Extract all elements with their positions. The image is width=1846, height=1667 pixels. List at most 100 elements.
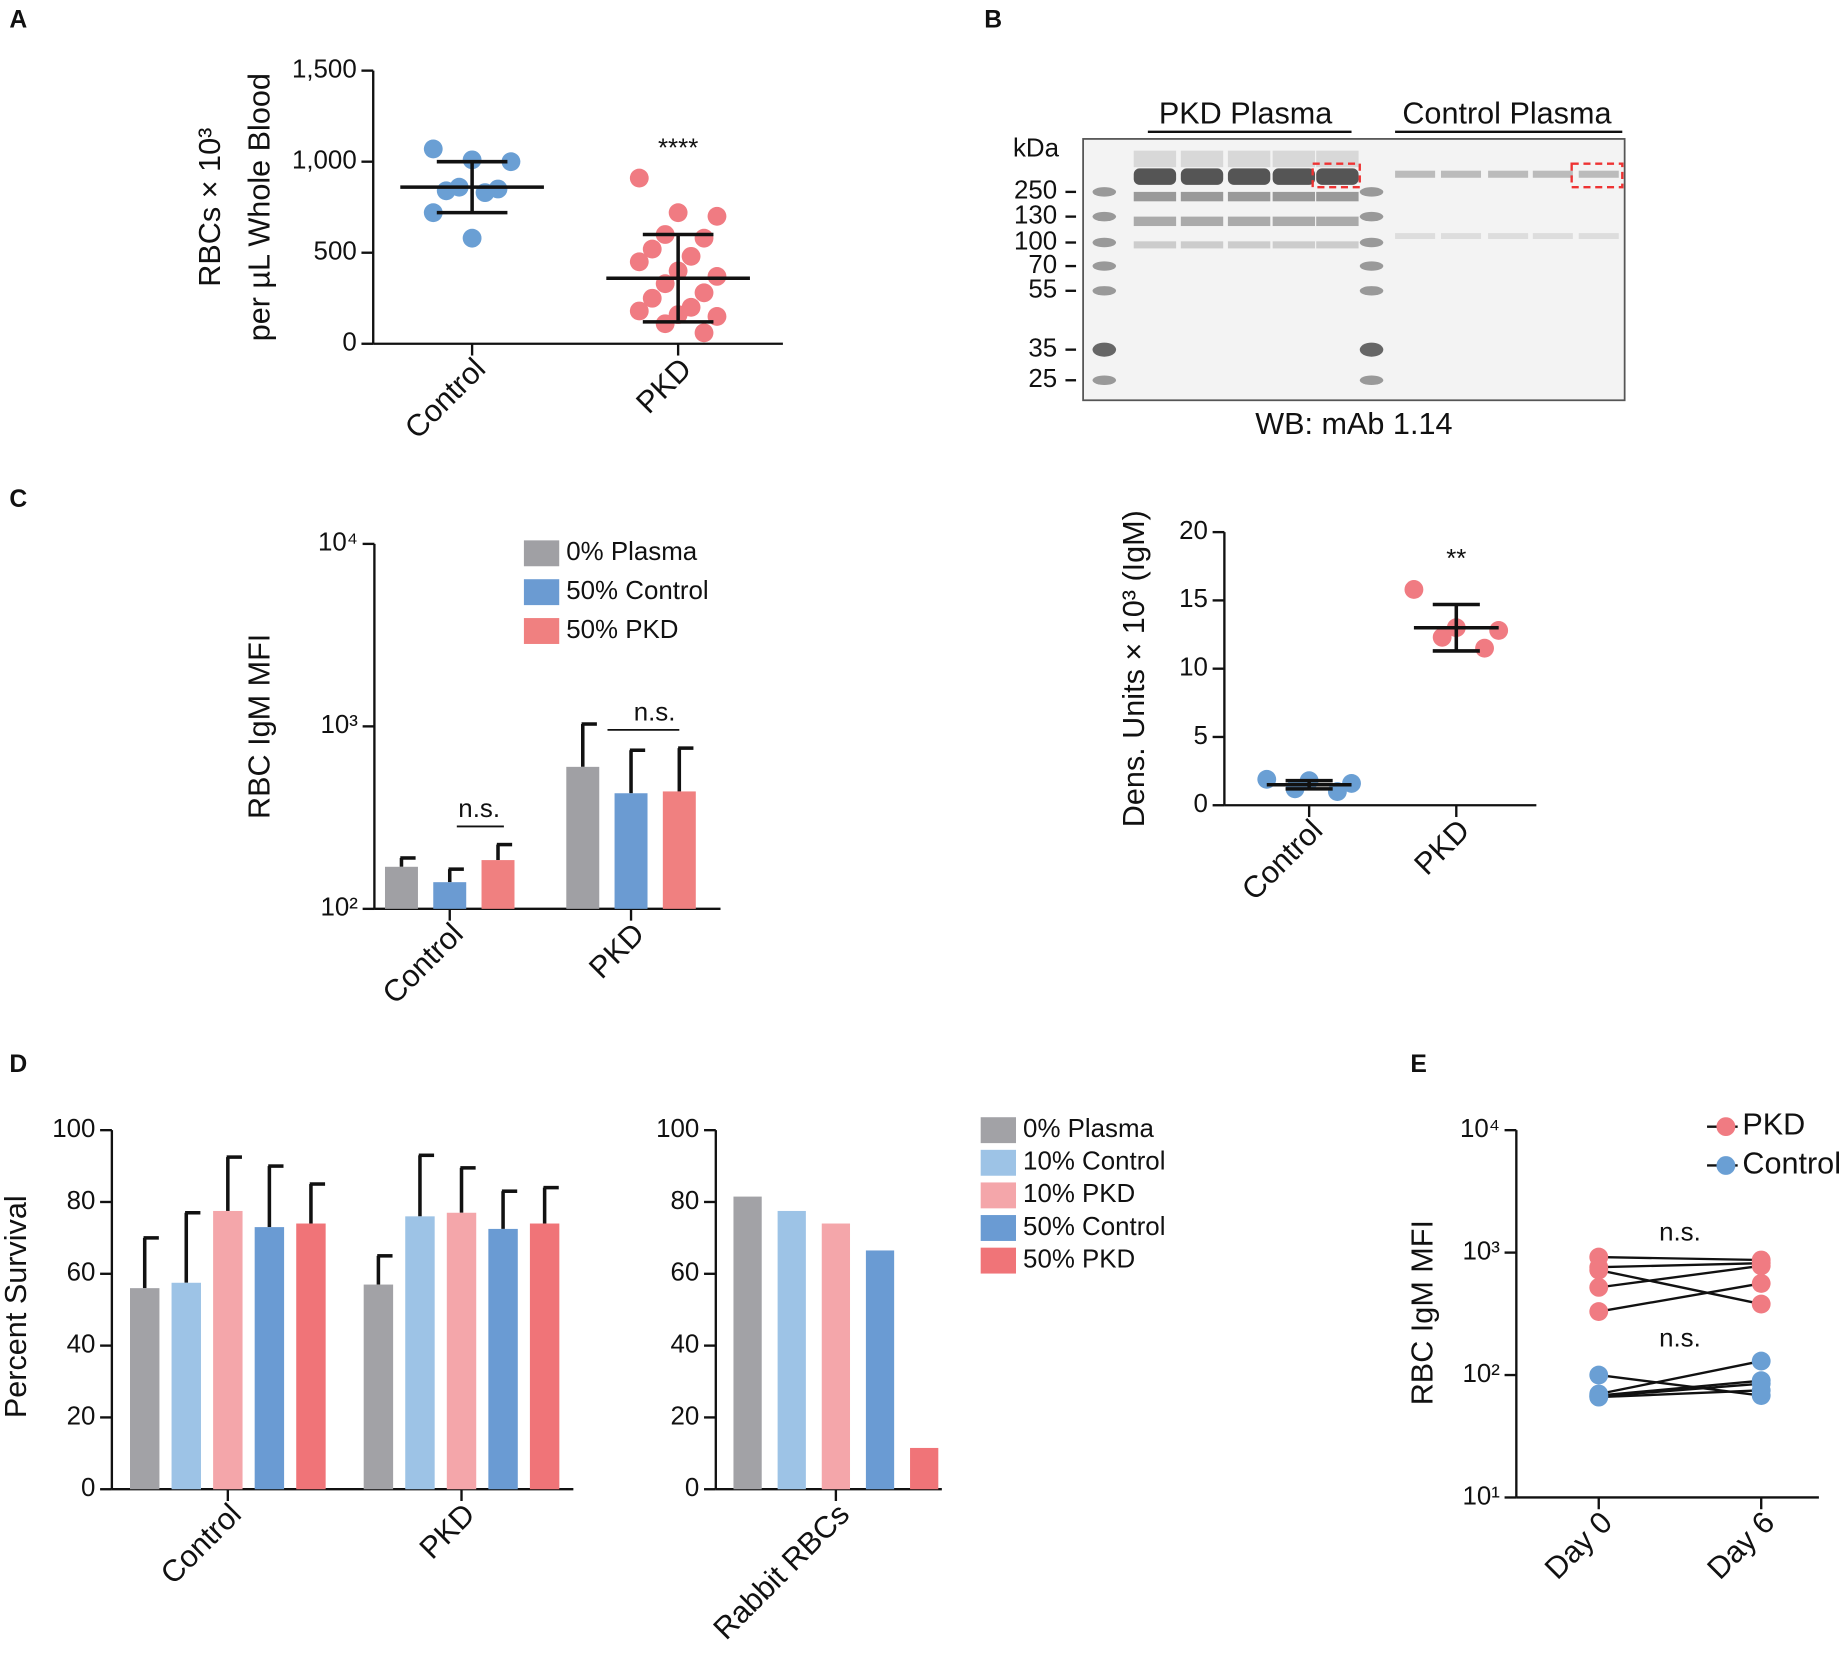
dot (694, 283, 714, 303)
dot (1751, 1294, 1771, 1314)
highlight-box (1570, 162, 1624, 189)
bar (865, 1250, 895, 1490)
band (1316, 168, 1359, 185)
y-tick-label: 10² (321, 894, 359, 922)
band (1272, 150, 1316, 168)
band (1578, 170, 1619, 178)
dot (707, 266, 727, 286)
y-tick-label: 15 (1179, 585, 1208, 613)
y-axis-label: RBCs × 10³ (193, 128, 227, 287)
dot (668, 203, 688, 223)
ladder-band (1359, 342, 1384, 357)
y-tick-label: 10⁴ (318, 529, 358, 557)
pair-line (1598, 1359, 1762, 1396)
bar (446, 1212, 477, 1490)
band (1272, 168, 1316, 185)
band (1227, 216, 1271, 227)
dot (423, 139, 443, 159)
marker-label: 130 (1014, 201, 1057, 229)
ladder-band (1359, 237, 1384, 248)
band (1133, 150, 1177, 168)
legend-dot (1716, 1117, 1736, 1137)
dot (1327, 782, 1347, 802)
band (1488, 233, 1529, 239)
bar (296, 1223, 326, 1490)
band (1227, 241, 1271, 249)
pair-line (1598, 1382, 1762, 1398)
bar (910, 1447, 939, 1490)
y-tick-label: 60 (67, 1259, 96, 1287)
ladder-band (1092, 237, 1117, 248)
dot (707, 206, 727, 226)
legend-label: 50% PKD (566, 616, 678, 644)
legend-dot (1716, 1156, 1736, 1175)
ladder-band (1359, 261, 1384, 271)
pair-line (1598, 1389, 1762, 1399)
y-tick-label: 0 (81, 1474, 95, 1502)
panel-label: D (9, 1051, 27, 1078)
y-tick-label: 20 (671, 1402, 700, 1430)
annotation: ** (1446, 545, 1466, 573)
y-tick-label: 0 (1194, 790, 1208, 818)
ladder-band (1092, 286, 1117, 296)
ladder-band (1359, 211, 1384, 222)
legend-label: 50% Control (1023, 1213, 1165, 1241)
dot (694, 228, 714, 248)
pair-line (1598, 1268, 1762, 1306)
x-tick-label: PKD (630, 352, 699, 421)
dot (1589, 1387, 1609, 1407)
y-tick-label: 10¹ (1462, 1482, 1500, 1510)
bar (529, 1223, 560, 1490)
pair-line (1598, 1261, 1762, 1269)
band (1180, 168, 1224, 185)
dot (694, 323, 714, 343)
y-tick-label: 10³ (321, 711, 359, 739)
ladder-band (1092, 342, 1117, 357)
band (1180, 216, 1224, 227)
y-tick-label: 0 (342, 329, 356, 357)
x-tick-label: Control (376, 917, 470, 1011)
lane-label: PKD Plasma (1159, 96, 1333, 130)
y-tick-label: 1,500 (292, 55, 357, 83)
legend-swatch (523, 540, 560, 567)
dot (436, 181, 456, 201)
y-tick-label: 100 (52, 1115, 95, 1143)
bar (213, 1210, 243, 1490)
bar (129, 1288, 160, 1490)
legend-label: PKD (1742, 1108, 1805, 1142)
dot (1589, 1277, 1609, 1297)
ladder-band (1092, 187, 1117, 197)
band (1316, 216, 1359, 227)
band (1272, 241, 1316, 249)
marker-label: 25 (1028, 365, 1057, 393)
y-tick-label: 40 (67, 1330, 96, 1358)
x-tick-label: Control (154, 1497, 248, 1591)
x-tick-label: PKD (583, 917, 652, 986)
legend-label: 0% Plasma (1023, 1115, 1154, 1143)
annotation: n.s. (1659, 1325, 1701, 1353)
annotation: n.s. (458, 795, 500, 823)
dot (629, 301, 649, 321)
dot (462, 228, 482, 248)
legend-label: 0% Plasma (566, 538, 697, 566)
marker-label: 55 (1028, 276, 1057, 304)
x-tick-label: Control (1235, 813, 1329, 907)
ladder-band (1092, 211, 1117, 222)
band (1227, 168, 1271, 185)
legend-label: 10% Control (1023, 1148, 1165, 1176)
annotation: n.s. (1659, 1219, 1701, 1247)
ladder-band (1092, 375, 1117, 385)
marker-label: 250 (1014, 177, 1057, 205)
dot (501, 152, 521, 172)
dot (655, 314, 675, 334)
legend-label: 50% Control (566, 577, 708, 605)
band (1316, 191, 1359, 202)
y-tick-label: 0 (685, 1474, 699, 1502)
marker-label: 100 (1014, 227, 1057, 255)
y-tick-label: 10 (1179, 654, 1208, 682)
y-tick-label: 10³ (1462, 1237, 1500, 1265)
bar (171, 1282, 201, 1490)
marker-label: 70 (1028, 251, 1057, 279)
